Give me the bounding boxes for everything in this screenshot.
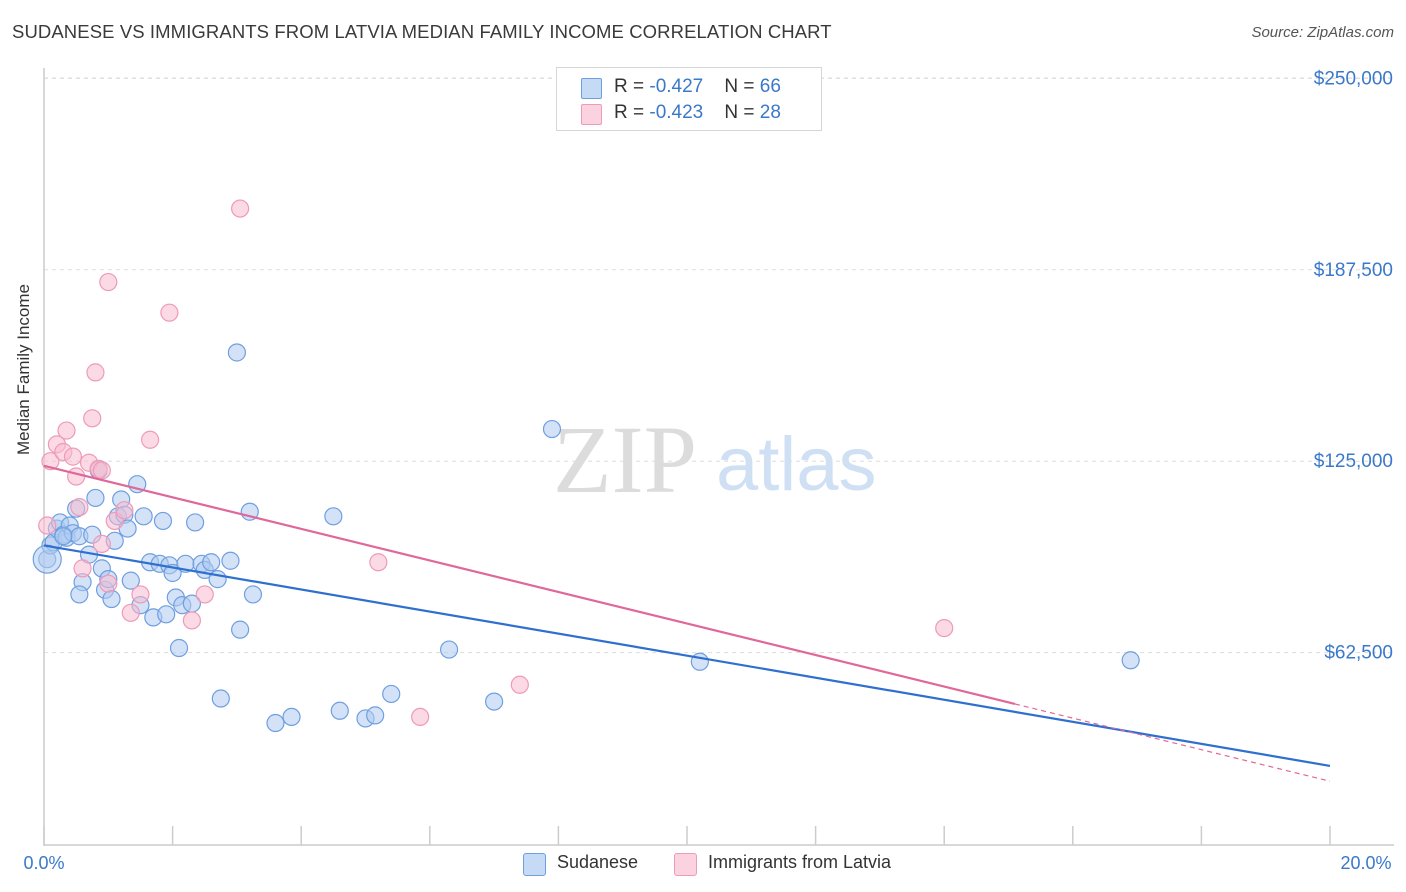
sudanese-point [102, 589, 121, 609]
chart-source: Source: ZipAtlas.com [1251, 24, 1394, 41]
sudanese-point [134, 507, 153, 526]
latvia-point [38, 516, 57, 535]
latvia-point [121, 603, 140, 622]
latvia-point [73, 559, 92, 578]
sudanese-point [231, 620, 250, 639]
legend-n-label: N = [724, 102, 760, 123]
sudanese-point [366, 706, 385, 725]
x-tick-label: 0.0% [23, 853, 64, 873]
latvia-point [67, 467, 86, 486]
correlation-legend: R = -0.427 N = 66 R = -0.423 N = 28 [556, 67, 822, 131]
legend-n-value: 28 [759, 102, 781, 123]
y-tick-label: $187,500 [1314, 260, 1393, 281]
sudanese-point [439, 640, 459, 659]
legend-r-value: -0.423 [649, 102, 704, 123]
sudanese-point [153, 511, 173, 531]
sudanese-point [121, 571, 140, 590]
y-tick-label: $62,500 [1324, 643, 1393, 664]
latvia-point [411, 707, 430, 727]
sudanese-point [485, 692, 504, 711]
latvia-point [99, 574, 118, 593]
legend-label-sudanese: Sudanese [557, 852, 639, 872]
sudanese-point [330, 701, 349, 720]
chart-title: SUDANESE VS IMMIGRANTS FROM LATVIA MEDIA… [12, 21, 832, 42]
latvia-point [70, 498, 89, 517]
sudanese-point [282, 707, 301, 727]
legend-n-value: 66 [759, 76, 781, 97]
latvia-point [160, 303, 179, 322]
legend-swatch-latvia [674, 853, 697, 876]
latvia-point [57, 421, 76, 440]
latvia-point [369, 553, 388, 572]
sudanese-point [157, 605, 176, 624]
sudanese-point [169, 638, 189, 658]
latvia-point [92, 461, 111, 480]
y-tick-label: $125,000 [1314, 451, 1393, 472]
legend-swatch-sudanese [581, 78, 602, 99]
latvia-point [510, 675, 529, 694]
sudanese-point [324, 507, 343, 526]
sudanese-point [186, 513, 205, 532]
legend-swatch-sudanese [523, 853, 546, 876]
watermark-atlas: atlas [716, 422, 877, 507]
watermark-zip: ZIP [553, 406, 697, 513]
latvia-point [182, 611, 201, 630]
latvia-point [115, 501, 134, 520]
sudanese-point-large [32, 544, 62, 574]
legend-label-latvia: Immigrants from Latvia [708, 852, 892, 872]
latvia-point [99, 272, 118, 292]
sudanese-point [221, 551, 240, 570]
legend-r-label: R = [614, 102, 650, 123]
sudanese-point [227, 343, 246, 362]
latvia-point [231, 199, 250, 218]
y-axis-label: Median Family Income [14, 283, 33, 455]
sudanese-point [243, 585, 263, 604]
sudanese-point [1121, 651, 1140, 670]
legend-r-value: -0.427 [649, 76, 704, 97]
latvia-point [83, 409, 102, 428]
latvia-point [92, 534, 111, 553]
y-tick-label: $250,000 [1314, 68, 1393, 89]
sudanese-point [211, 689, 230, 708]
sudanese-point [70, 585, 89, 604]
latvia-point [935, 619, 954, 638]
latvia-trend-line [43, 464, 1016, 706]
latvia-point [140, 430, 160, 449]
sudanese-point [86, 488, 105, 508]
sudanese-point [382, 684, 401, 704]
legend-r-label: R = [614, 76, 650, 97]
latvia-point [86, 363, 105, 382]
sudanese-point [202, 553, 221, 572]
latvia-point [195, 585, 214, 604]
latvia-point [131, 585, 150, 604]
legend-n-label: N = [724, 76, 760, 97]
sudanese-point [266, 713, 285, 733]
x-tick-label: 20.0% [1340, 853, 1391, 873]
latvia-trend-line-extension [1014, 703, 1331, 782]
legend-swatch-latvia [581, 104, 602, 125]
latvia-point [63, 447, 83, 466]
sudanese-point [542, 419, 562, 439]
sudanese-point [54, 527, 73, 546]
